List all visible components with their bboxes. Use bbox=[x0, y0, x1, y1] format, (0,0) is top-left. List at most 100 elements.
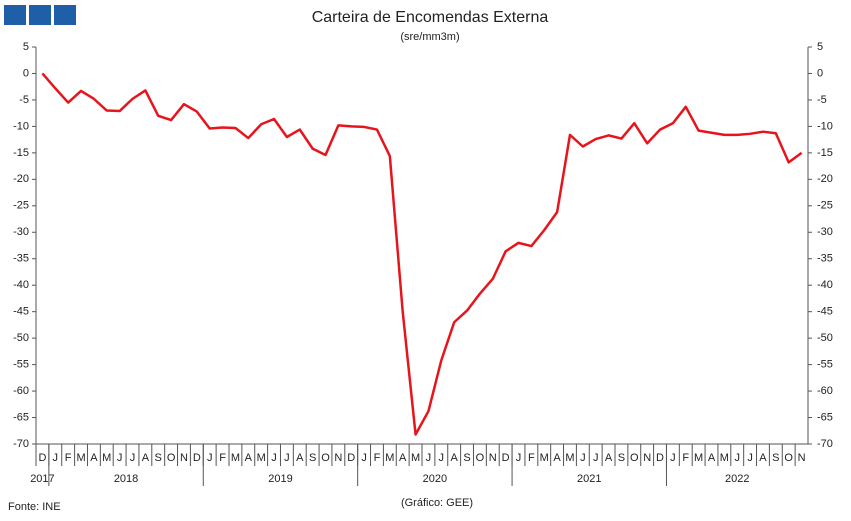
y-tick-label: -50 bbox=[13, 332, 29, 344]
x-tick-label: J bbox=[426, 452, 432, 464]
year-label: 2022 bbox=[725, 473, 749, 485]
x-tick-label: J bbox=[361, 452, 367, 464]
x-tick-label: S bbox=[463, 452, 470, 464]
x-tick-label: J bbox=[53, 452, 59, 464]
x-tick-label: M bbox=[540, 452, 549, 464]
x-tick-label: A bbox=[553, 452, 561, 464]
x-tick-label: M bbox=[385, 452, 394, 464]
x-tick-label: F bbox=[219, 452, 226, 464]
y2-tick-label: -70 bbox=[817, 438, 833, 450]
logo-square bbox=[54, 5, 76, 25]
y-tick-label: -40 bbox=[13, 279, 29, 291]
x-tick-label: D bbox=[193, 452, 201, 464]
x-tick-label: J bbox=[580, 452, 586, 464]
y2-tick-label: -45 bbox=[817, 306, 833, 318]
y2-tick-label: -55 bbox=[817, 359, 833, 371]
x-tick-label: M bbox=[720, 452, 729, 464]
x-tick-label: S bbox=[155, 452, 162, 464]
logo-square bbox=[29, 5, 51, 25]
y2-tick-label: 5 bbox=[817, 41, 823, 53]
x-tick-label: M bbox=[257, 452, 266, 464]
data-line bbox=[41, 72, 803, 436]
x-tick-label: A bbox=[90, 452, 98, 464]
x-tick-label: O bbox=[167, 452, 176, 464]
y2-tick-label: -20 bbox=[817, 173, 833, 185]
x-tick-label: N bbox=[334, 452, 342, 464]
year-label: 2019 bbox=[268, 473, 292, 485]
x-tick-label: A bbox=[450, 452, 458, 464]
x-tick-label: M bbox=[694, 452, 703, 464]
x-tick-label: A bbox=[245, 452, 253, 464]
credit: (Gráfico: GEE) bbox=[401, 497, 473, 509]
x-tick-label: M bbox=[231, 452, 240, 464]
chart-title: Carteira de Encomendas Externa bbox=[312, 9, 549, 26]
x-tick-label: J bbox=[284, 452, 290, 464]
y-tick-label: -30 bbox=[13, 226, 29, 238]
y-tick-label: -45 bbox=[13, 306, 29, 318]
x-tick-label: S bbox=[618, 452, 625, 464]
x-tick-label: M bbox=[76, 452, 85, 464]
x-tick-label: N bbox=[798, 452, 806, 464]
y2-tick-label: -60 bbox=[817, 385, 833, 397]
y2-tick-label: -10 bbox=[817, 120, 833, 132]
source: Fonte: INE bbox=[8, 501, 61, 513]
y-tick-label: -35 bbox=[13, 253, 29, 265]
y-tick-label: 5 bbox=[23, 41, 29, 53]
year-label: 2021 bbox=[577, 473, 601, 485]
x-tick-label: F bbox=[528, 452, 535, 464]
x-tick-label: D bbox=[502, 452, 510, 464]
x-tick-label: D bbox=[656, 452, 664, 464]
x-tick-label: O bbox=[784, 452, 793, 464]
y-tick-label: -65 bbox=[13, 411, 29, 423]
x-tick-label: J bbox=[117, 452, 123, 464]
y2-tick-label: -30 bbox=[817, 226, 833, 238]
y2-tick-label: 0 bbox=[817, 67, 823, 79]
x-tick-label: A bbox=[399, 452, 407, 464]
x-tick-label: N bbox=[489, 452, 497, 464]
x-tick-label: J bbox=[271, 452, 277, 464]
x-tick-label: J bbox=[670, 452, 676, 464]
y2-tick-label: -65 bbox=[817, 411, 833, 423]
x-tick-label: F bbox=[374, 452, 381, 464]
y2-tick-label: -15 bbox=[817, 147, 833, 159]
x-tick-label: O bbox=[630, 452, 639, 464]
x-tick-label: O bbox=[476, 452, 485, 464]
x-tick-label: F bbox=[65, 452, 72, 464]
x-tick-label: S bbox=[309, 452, 316, 464]
x-tick-label: J bbox=[734, 452, 740, 464]
x-tick-label: J bbox=[130, 452, 136, 464]
y-tick-label: -10 bbox=[13, 120, 29, 132]
y2-tick-label: -50 bbox=[817, 332, 833, 344]
logo-square bbox=[4, 5, 26, 25]
y2-tick-label: -35 bbox=[817, 253, 833, 265]
x-tick-label: D bbox=[38, 452, 46, 464]
y2-tick-label: -5 bbox=[817, 94, 827, 106]
x-tick-label: J bbox=[747, 452, 753, 464]
x-tick-label: D bbox=[347, 452, 355, 464]
x-tick-label: M bbox=[411, 452, 420, 464]
x-tick-label: M bbox=[565, 452, 574, 464]
chart-subtitle: (sre/mm3m) bbox=[400, 31, 459, 43]
x-tick-label: J bbox=[207, 452, 213, 464]
y-tick-label: -15 bbox=[13, 147, 29, 159]
x-tick-label: F bbox=[682, 452, 689, 464]
y2-tick-label: -25 bbox=[817, 200, 833, 212]
y-tick-label: -60 bbox=[13, 385, 29, 397]
x-tick-label: O bbox=[321, 452, 330, 464]
y-tick-label: -20 bbox=[13, 173, 29, 185]
x-tick-label: J bbox=[593, 452, 599, 464]
year-label: 2018 bbox=[114, 473, 138, 485]
x-tick-label: M bbox=[102, 452, 111, 464]
x-tick-label: A bbox=[605, 452, 613, 464]
x-tick-label: A bbox=[142, 452, 150, 464]
x-tick-label: J bbox=[439, 452, 445, 464]
y2-tick-label: -40 bbox=[817, 279, 833, 291]
x-tick-label: A bbox=[708, 452, 716, 464]
x-tick-label: A bbox=[759, 452, 767, 464]
y-tick-label: -25 bbox=[13, 200, 29, 212]
x-tick-label: N bbox=[643, 452, 651, 464]
y-tick-label: 0 bbox=[23, 67, 29, 79]
year-label: 2017 bbox=[30, 473, 54, 485]
